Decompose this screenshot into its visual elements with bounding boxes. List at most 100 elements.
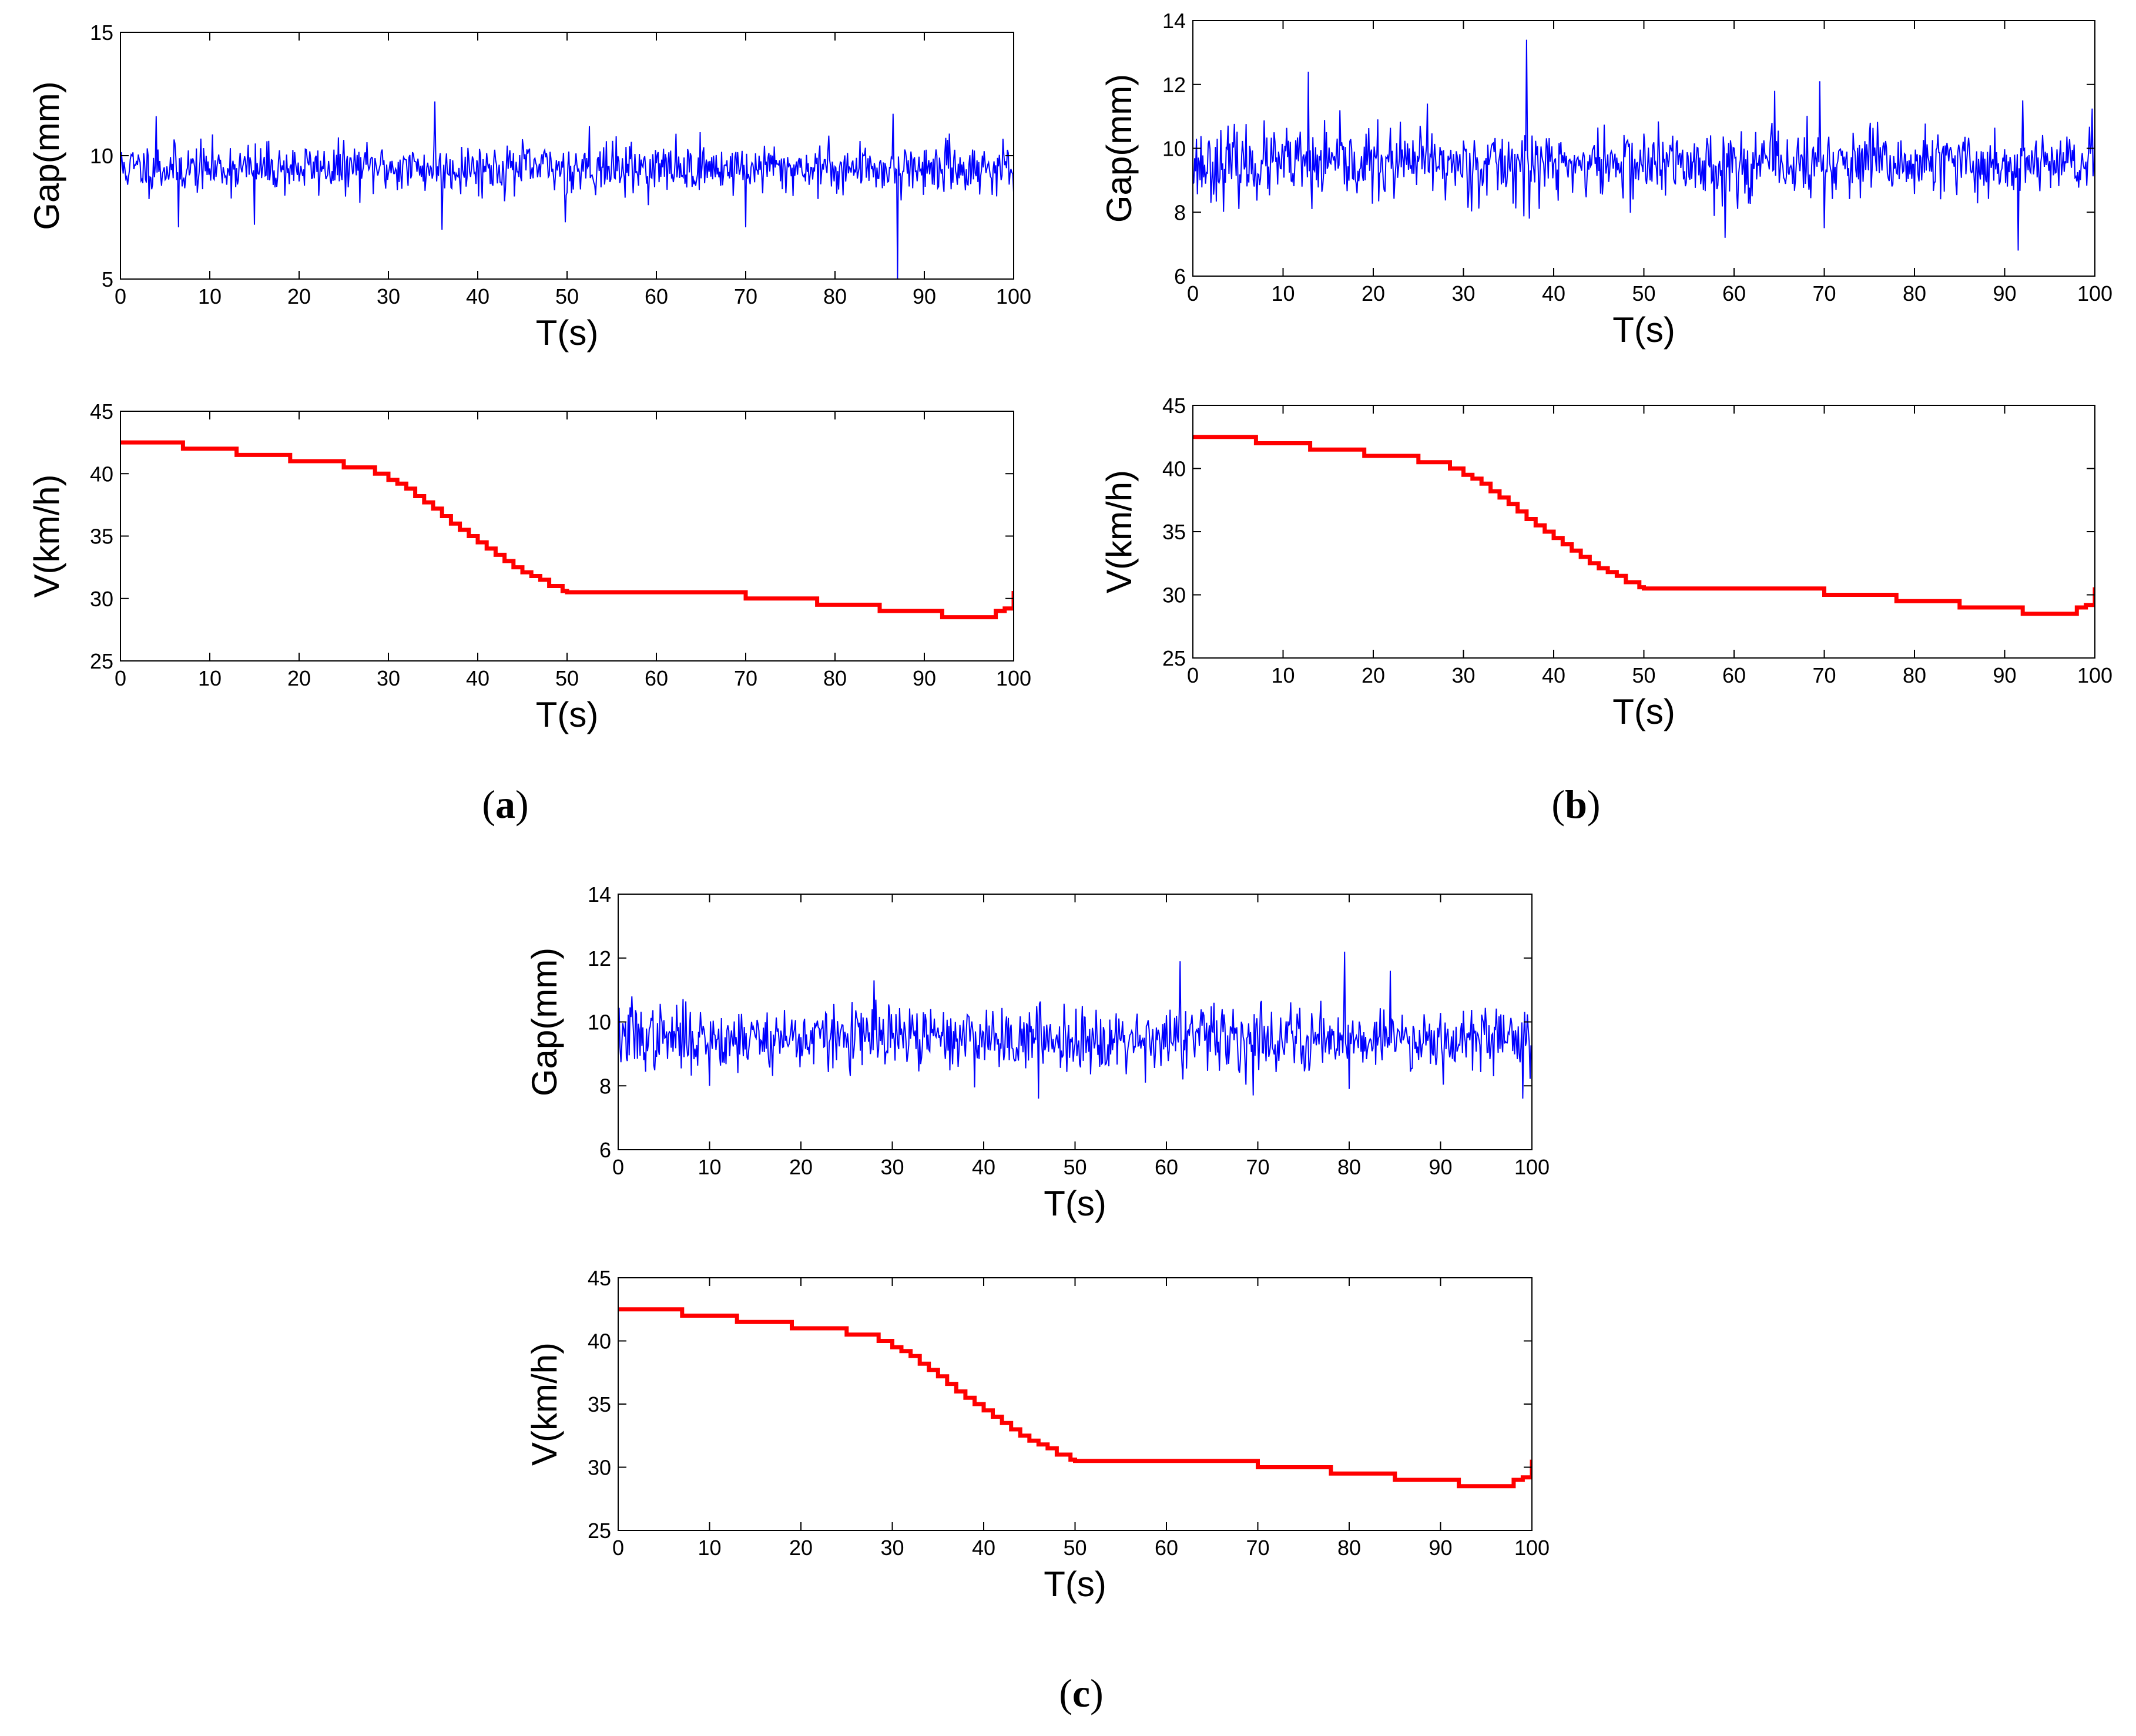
y-tick-label: 8 <box>599 1074 611 1098</box>
x-tick-label: 60 <box>1722 281 1746 305</box>
x-axis-label: T(s) <box>536 313 599 352</box>
x-tick-label: 10 <box>198 666 222 690</box>
caption-b: (b) <box>1551 782 1600 827</box>
y-tick-label: 6 <box>599 1138 611 1162</box>
x-tick-label: 20 <box>789 1155 813 1179</box>
x-axis-label: T(s) <box>1044 1184 1106 1223</box>
caption-c: (c) <box>1059 1671 1104 1715</box>
x-tick-label: 90 <box>1993 281 2016 305</box>
x-tick-label: 20 <box>1362 663 1385 687</box>
y-tick-label: 14 <box>1162 9 1186 33</box>
x-tick-label: 30 <box>880 1536 904 1560</box>
x-tick-label: 70 <box>1246 1155 1269 1179</box>
x-tick-label: 20 <box>1362 281 1385 305</box>
x-tick-label: 0 <box>1187 281 1199 305</box>
y-tick-label: 35 <box>1162 520 1186 544</box>
x-axis-label: T(s) <box>1044 1564 1106 1604</box>
x-tick-label: 90 <box>1429 1155 1452 1179</box>
y-axis-label: V(km/h) <box>525 1342 564 1466</box>
x-tick-label: 0 <box>612 1155 624 1179</box>
x-tick-label: 0 <box>115 284 126 308</box>
x-tick-label: 70 <box>1812 281 1836 305</box>
chart-b-gap: 0 10 20 30 40 50 60 70 80 90 100 6 8 10 12 14 T(s) Gap(mm… <box>1099 9 2112 350</box>
chart-b-speed: 0 10 20 30 40 50 60 70 80 90 100 25 30 35 40 45 T(s) V(km… <box>1099 394 2112 731</box>
x-tick-label: 30 <box>377 666 400 690</box>
x-tick-label: 40 <box>466 666 489 690</box>
chart-a-gap: 0 10 20 30 40 50 60 70 80 90 100 5 10 15 T(s) Gap(mm) <box>27 21 1031 352</box>
x-tick-label: 40 <box>1542 663 1565 687</box>
x-tick-label: 70 <box>734 666 757 690</box>
y-tick-label: 30 <box>588 1456 611 1480</box>
gap-series-line <box>120 101 1014 279</box>
y-tick-label: 30 <box>90 587 113 611</box>
x-tick-label: 50 <box>555 666 579 690</box>
x-tick-label: 80 <box>1903 663 1926 687</box>
x-tick-label: 40 <box>972 1155 995 1179</box>
x-tick-label: 0 <box>1187 663 1199 687</box>
x-tick-label: 100 <box>2077 663 2112 687</box>
x-tick-label: 10 <box>698 1155 721 1179</box>
x-tick-label: 30 <box>377 284 400 308</box>
speed-series-line <box>120 440 1014 620</box>
x-tick-label: 80 <box>823 666 847 690</box>
y-tick-label: 40 <box>1162 457 1186 481</box>
x-tick-label: 80 <box>1903 281 1926 305</box>
x-tick-label: 50 <box>1632 281 1655 305</box>
x-axis-label: T(s) <box>1612 692 1675 731</box>
x-tick-label: 70 <box>1812 663 1836 687</box>
x-tick-label: 100 <box>1514 1536 1550 1560</box>
x-tick-label: 0 <box>115 666 126 690</box>
y-axis-label: Gap(mm) <box>27 81 66 230</box>
y-tick-label: 45 <box>1162 394 1186 418</box>
x-tick-label: 100 <box>996 284 1031 308</box>
x-tick-label: 90 <box>1993 663 2016 687</box>
y-tick-label: 35 <box>90 525 113 549</box>
y-tick-label: 14 <box>588 882 611 906</box>
x-tick-label: 50 <box>1632 663 1655 687</box>
y-tick-label: 45 <box>90 399 113 424</box>
axes-box <box>120 411 1014 662</box>
x-tick-label: 10 <box>1271 281 1295 305</box>
speed-series-line <box>618 1307 1532 1489</box>
x-tick-label: 70 <box>1246 1536 1269 1560</box>
x-tick-label: 100 <box>2077 281 2112 305</box>
y-tick-label: 25 <box>588 1519 611 1543</box>
x-tick-label: 40 <box>972 1536 995 1560</box>
x-axis-label: T(s) <box>1612 310 1675 350</box>
y-tick-label: 12 <box>1162 73 1186 97</box>
gap-series-line <box>1193 39 2095 251</box>
y-tick-label: 6 <box>1174 264 1186 288</box>
y-tick-label: 10 <box>1162 137 1186 161</box>
x-tick-label: 60 <box>1155 1536 1178 1560</box>
x-tick-label: 60 <box>1155 1155 1178 1179</box>
y-tick-label: 12 <box>588 946 611 971</box>
axes-box <box>1192 405 2095 659</box>
x-tick-label: 30 <box>1451 663 1475 687</box>
x-tick-label: 100 <box>996 666 1031 690</box>
x-tick-label: 80 <box>823 284 847 308</box>
y-tick-label: 40 <box>90 462 113 486</box>
chart-a-speed: 0 10 20 30 40 50 60 70 80 90 100 25 30 35 40 45 T(s) V(km… <box>27 399 1031 734</box>
x-tick-label: 10 <box>198 284 222 308</box>
y-axis-label: Gap(mm) <box>525 948 564 1096</box>
x-tick-label: 10 <box>1271 663 1295 687</box>
x-tick-label: 60 <box>645 284 668 308</box>
x-tick-label: 40 <box>466 284 489 308</box>
x-tick-label: 0 <box>612 1536 624 1560</box>
x-tick-label: 60 <box>1722 663 1746 687</box>
x-tick-label: 30 <box>880 1155 904 1179</box>
chart-c-speed: 0 10 20 30 40 50 60 70 80 90 100 25 30 35 40 45 T(s) V(km… <box>525 1266 1550 1604</box>
chart-c-gap: 0 10 20 30 40 50 60 70 80 90 100 6 8 10 12 14 T(s) Gap(mm… <box>525 882 1550 1223</box>
y-axis-label: Gap(mm) <box>1099 74 1139 223</box>
y-axis-label: V(km/h) <box>1099 470 1139 593</box>
y-axis-label: V(km/h) <box>27 475 66 598</box>
speed-series-line <box>1193 435 2095 616</box>
x-tick-label: 60 <box>645 666 668 690</box>
caption-a: (a) <box>482 782 528 827</box>
x-tick-label: 70 <box>734 284 757 308</box>
captions-layer: (a) (b) (c) <box>482 782 1600 1715</box>
x-tick-label: 20 <box>287 666 311 690</box>
x-tick-label: 30 <box>1451 281 1475 305</box>
y-tick-label: 15 <box>90 21 113 45</box>
